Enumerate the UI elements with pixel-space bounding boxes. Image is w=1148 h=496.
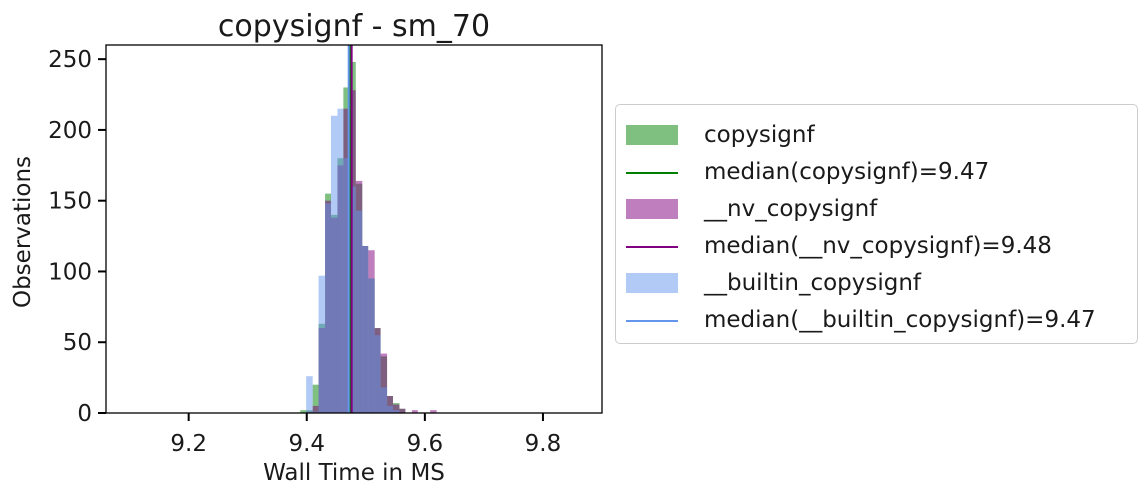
bar-nvcopysignf-15 — [399, 408, 406, 413]
bar-nvcopysignf-17 — [430, 410, 437, 413]
y-tick-label: 50 — [63, 330, 92, 356]
legend-item-median-copysignf: median(copysignf)=9.47 — [616, 154, 1137, 190]
bar-builtincopysignf-4 — [330, 115, 338, 414]
bar-builtincopysignf-8 — [355, 210, 363, 413]
y-tick-label: 200 — [48, 118, 92, 144]
legend-item-builtin-copysignf: __builtin_copysignf — [616, 265, 1137, 301]
bar-builtincopysignf-0 — [306, 376, 313, 413]
y-tick-label: 250 — [48, 47, 92, 73]
y-axis-ticks: 0 50 100 150 200 250 — [48, 47, 106, 427]
bar-nvcopysignf-16 — [411, 410, 418, 413]
bar-builtincopysignf-10 — [368, 278, 375, 413]
bar-builtincopysignf-6 — [343, 158, 350, 413]
bar-nvcopysignf-1 — [312, 405, 319, 413]
legend: copysignf median(copysignf)=9.47 __nv_co… — [615, 104, 1138, 344]
legend-item-copysignf: copysignf — [616, 117, 1137, 153]
legend-label: median(copysignf)=9.47 — [704, 159, 990, 185]
legend-item-median-builtin-copysignf: median(__builtin_copysignf)=9.47 — [616, 302, 1137, 338]
x-axis-label: Wall Time in MS — [263, 460, 445, 486]
median-lines — [347, 45, 353, 413]
x-tick-label: 9.4 — [288, 431, 325, 457]
legend-swatch-nv-copysignf — [626, 199, 678, 219]
x-tick-label: 9.8 — [525, 431, 562, 457]
y-tick-label: 0 — [77, 401, 92, 427]
bar-builtincopysignf-7 — [349, 186, 356, 413]
x-tick-label: 9.2 — [170, 431, 207, 457]
legend-label: copysignf — [704, 122, 815, 148]
x-tick-label: 9.6 — [407, 431, 444, 457]
legend-line-median-nv-copysignf — [626, 246, 678, 248]
bar-nvcopysignf-14 — [392, 404, 400, 413]
legend-line-median-builtin-copysignf — [626, 320, 678, 322]
bar-builtincopysignf-13 — [387, 405, 393, 413]
histogram-bars — [300, 61, 437, 414]
plot-frame — [105, 44, 603, 414]
legend-line-median-copysignf — [626, 172, 678, 174]
bar-nvcopysignf-13 — [387, 396, 393, 413]
legend-swatch-copysignf — [626, 125, 678, 145]
x-axis-ticks: 9.2 9.4 9.6 9.8 — [170, 413, 561, 457]
legend-item-median-nv-copysignf: median(__nv_copysignf)=9.48 — [616, 228, 1137, 264]
bar-builtincopysignf-1 — [312, 411, 319, 413]
bar-builtincopysignf-12 — [380, 387, 388, 413]
bar-builtincopysignf-9 — [362, 245, 369, 413]
y-axis-label: Observations — [10, 156, 36, 308]
bar-builtincopysignf-3 — [325, 203, 331, 413]
bar-copysignf-1 — [312, 384, 319, 413]
legend-label: median(__builtin_copysignf)=9.47 — [704, 307, 1096, 333]
chart-title: copysignf - sm_70 — [218, 9, 490, 44]
bar-builtincopysignf-5 — [337, 108, 344, 413]
legend-label: __nv_copysignf — [704, 196, 878, 222]
y-tick-label: 100 — [48, 259, 92, 285]
bar-builtincopysignf-2 — [318, 275, 326, 413]
y-tick-label: 150 — [48, 189, 92, 215]
legend-item-nv-copysignf: __nv_copysignf — [616, 191, 1137, 227]
bar-nvcopysignf-12 — [380, 353, 388, 413]
legend-label: __builtin_copysignf — [704, 270, 922, 296]
bar-builtincopysignf-14 — [392, 410, 400, 413]
legend-label: median(__nv_copysignf)=9.48 — [704, 233, 1052, 259]
legend-swatch-builtin-copysignf — [626, 273, 678, 293]
bar-builtincopysignf-11 — [374, 335, 381, 413]
